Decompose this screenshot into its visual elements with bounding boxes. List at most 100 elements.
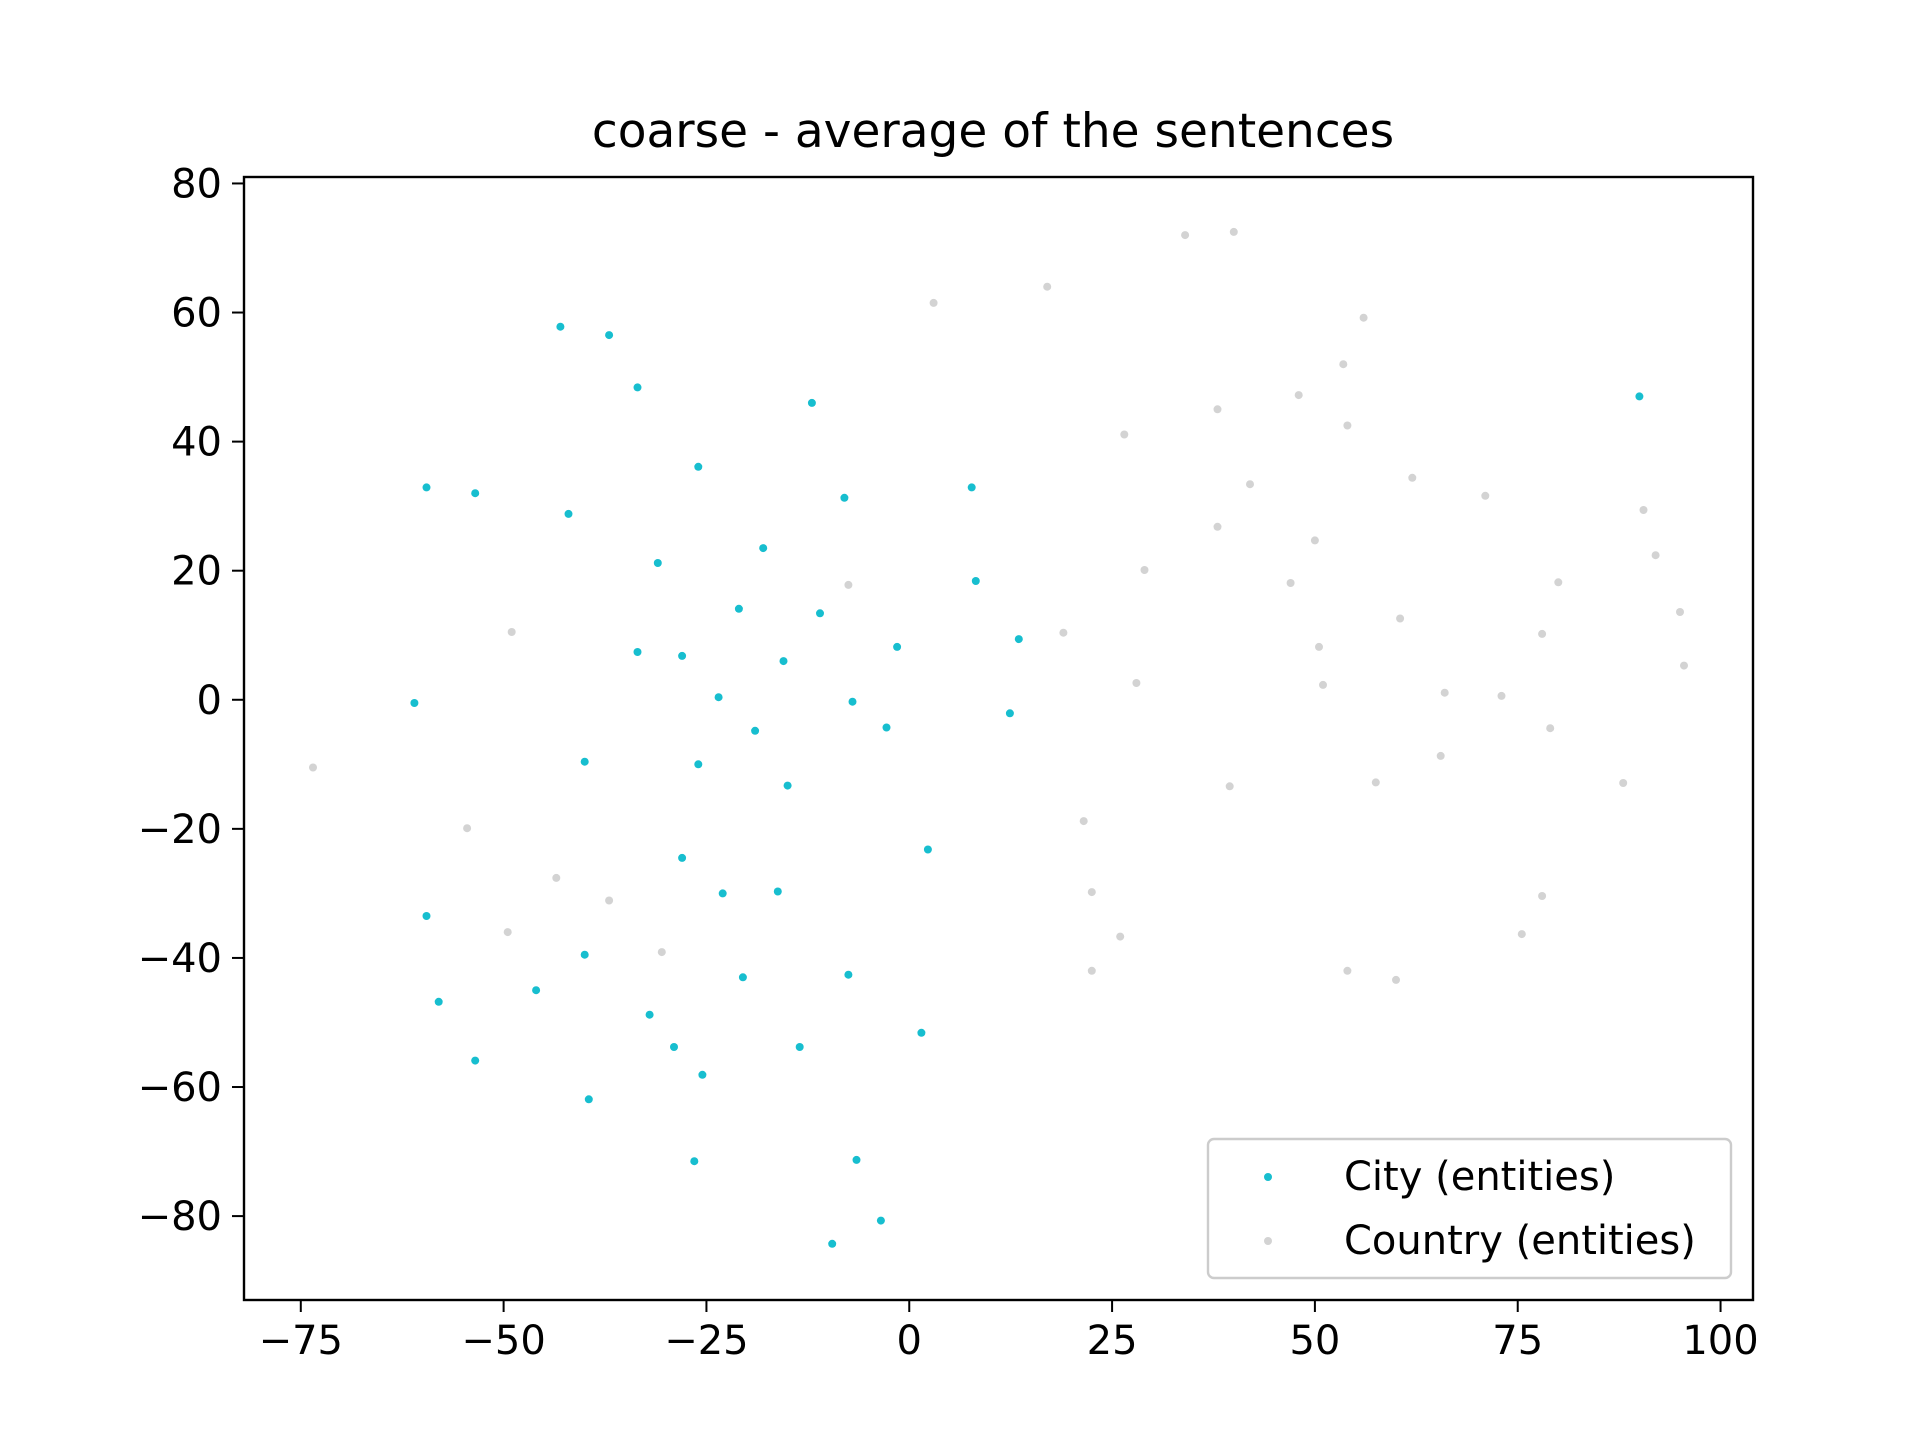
- point-city-36: [532, 986, 541, 995]
- point-city-26: [580, 757, 589, 766]
- y-axis: 80 60 40 20 0 −20 −40 −60 −80: [138, 161, 244, 1240]
- x-tick-label-2: −25: [664, 1318, 748, 1364]
- point-city-9: [967, 483, 976, 492]
- point-city-22: [848, 697, 857, 706]
- point-city-18: [893, 642, 902, 651]
- point-city-27: [694, 760, 703, 769]
- point-city-34: [580, 950, 589, 959]
- y-tick-label-7: −60: [138, 1065, 222, 1111]
- point-country-27: [1680, 661, 1688, 670]
- point-city-6: [564, 509, 573, 518]
- point-city-20: [410, 699, 419, 707]
- point-country-15: [1310, 536, 1319, 545]
- point-country-1: [1229, 227, 1238, 236]
- x-axis: −75 −50 −25 0 25 50 75 100: [259, 1300, 1759, 1364]
- point-city-25: [1005, 709, 1014, 718]
- point-country-45: [1116, 932, 1125, 941]
- point-country-49: [1343, 966, 1352, 975]
- point-country-33: [309, 763, 317, 772]
- point-country-24: [1059, 628, 1068, 637]
- x-tick-label-6: 75: [1492, 1318, 1543, 1364]
- point-city-1: [605, 331, 614, 340]
- point-city-30: [678, 853, 687, 862]
- point-country-8: [1343, 421, 1352, 430]
- point-city-31: [718, 889, 727, 898]
- point-city-15: [633, 648, 642, 656]
- point-country-17: [1140, 566, 1149, 574]
- point-country-2: [929, 298, 938, 307]
- point-city-8: [840, 493, 849, 502]
- y-tick-label-0: 80: [171, 161, 222, 207]
- point-country-18: [1286, 579, 1295, 587]
- point-country-12: [1481, 491, 1490, 500]
- y-tick-label-5: −20: [138, 807, 222, 853]
- point-country-21: [1396, 614, 1405, 623]
- point-country-35: [1371, 778, 1380, 787]
- legend-label-city: City (entities): [1344, 1154, 1615, 1200]
- point-city-48: [876, 1216, 885, 1225]
- point-country-16: [1651, 551, 1660, 560]
- point-city-35: [434, 997, 443, 1006]
- legend: City (entities) Country (entities): [1206, 1137, 1733, 1280]
- point-country-41: [605, 896, 614, 905]
- chart-title: coarse - average of the sentences: [592, 104, 1394, 159]
- legend-label-country: Country (entities): [1344, 1218, 1696, 1264]
- point-country-11: [1408, 473, 1417, 482]
- point-country-46: [1517, 930, 1526, 939]
- point-city-40: [670, 1043, 678, 1051]
- point-country-42: [1087, 888, 1096, 897]
- point-country-32: [1546, 724, 1555, 733]
- point-country-19: [1554, 578, 1563, 587]
- point-city-50: [1635, 392, 1644, 401]
- point-city-11: [759, 544, 768, 553]
- x-tick-label-5: 50: [1289, 1318, 1340, 1364]
- point-city-7: [694, 462, 703, 471]
- point-country-37: [1225, 782, 1234, 791]
- point-city-44: [698, 1070, 707, 1079]
- plot-frame: [242, 175, 1755, 1302]
- x-tick-label-1: −50: [461, 1318, 545, 1364]
- point-country-39: [1079, 817, 1088, 826]
- point-country-5: [1339, 360, 1348, 369]
- point-city-19: [1014, 635, 1023, 644]
- point-city-43: [471, 1056, 480, 1065]
- point-city-37: [738, 973, 747, 982]
- point-country-43: [1538, 892, 1547, 900]
- point-country-0: [1181, 231, 1190, 240]
- point-city-17: [779, 657, 788, 666]
- y-tick-label-6: −40: [138, 936, 222, 982]
- point-city-23: [751, 726, 760, 735]
- point-city-24: [882, 723, 891, 732]
- point-country-40: [552, 873, 561, 882]
- point-city-4: [422, 483, 431, 492]
- point-country-47: [657, 948, 666, 957]
- legend-box: [1206, 1137, 1733, 1280]
- point-city-38: [844, 970, 853, 979]
- point-city-5: [471, 489, 480, 498]
- point-country-25: [1538, 629, 1547, 638]
- point-city-13: [816, 609, 824, 618]
- point-country-3: [1043, 282, 1052, 291]
- x-tick-label-4: 25: [1087, 1318, 1138, 1364]
- point-city-47: [852, 1155, 861, 1164]
- point-country-34: [1436, 751, 1445, 760]
- y-tick-label-1: 60: [171, 291, 222, 337]
- point-country-4: [1359, 313, 1368, 322]
- point-country-22: [1676, 608, 1684, 616]
- point-country-38: [463, 824, 472, 833]
- y-tick-label-3: 20: [171, 549, 222, 595]
- point-country-26: [1315, 642, 1323, 651]
- point-country-36: [1619, 779, 1628, 787]
- point-country-10: [1246, 480, 1254, 489]
- point-city-33: [422, 912, 431, 920]
- point-city-14: [971, 577, 980, 585]
- points-layer: [309, 227, 1688, 1248]
- point-city-28: [783, 781, 792, 790]
- y-tick-label-8: −80: [138, 1194, 222, 1240]
- point-city-12: [734, 604, 743, 613]
- point-city-49: [828, 1239, 837, 1248]
- point-country-48: [1087, 966, 1096, 975]
- point-city-16: [678, 651, 687, 660]
- point-country-20: [844, 580, 853, 589]
